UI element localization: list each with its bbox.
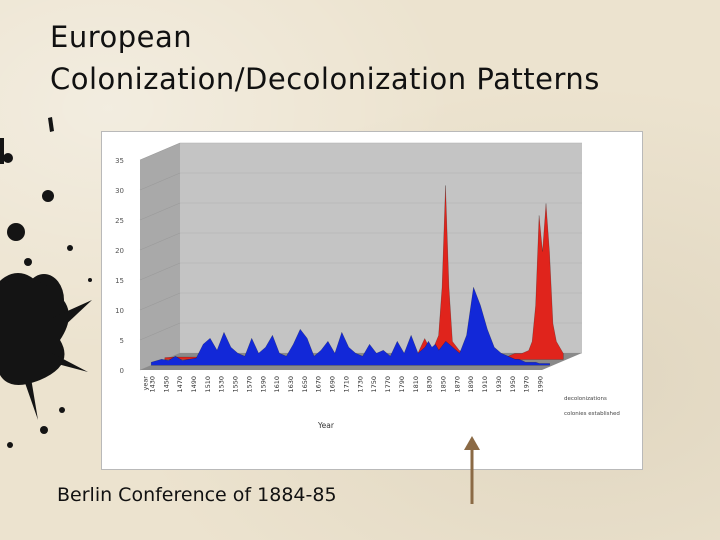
x-tick-label: year: [141, 376, 149, 391]
chart-back-wall: [180, 143, 582, 353]
gridline-side: [139, 292, 181, 311]
x-tick-label: 1970: [523, 376, 531, 393]
gridline-side: [139, 142, 181, 161]
gridline-side: [139, 172, 181, 191]
x-tick-label: 1590: [259, 376, 267, 393]
x-tick-label: 1610: [273, 376, 281, 393]
arrow-up-icon: [464, 436, 480, 504]
x-tick-label: 1790: [398, 376, 406, 393]
x-tick-label: 1850: [440, 376, 448, 393]
y-tick-label: 10: [115, 307, 124, 315]
x-tick-label: 1690: [329, 376, 337, 393]
x-tick-label: 1830: [426, 376, 434, 393]
x-tick-label: 1750: [370, 376, 378, 393]
x-tick-label: 1930: [495, 376, 503, 393]
x-tick-label: 1650: [301, 376, 309, 393]
x-tick-label: 1890: [467, 376, 475, 393]
x-tick-label: 1470: [176, 376, 184, 393]
title-line-2: Colonization/Decolonization Patterns: [50, 62, 600, 96]
y-tick-label: 0: [120, 367, 124, 375]
slide-title: European Colonization/Decolonization Pat…: [50, 16, 690, 100]
x-tick-label: 1730: [356, 376, 364, 393]
x-tick-label: 1630: [287, 376, 295, 393]
x-tick-label: 1530: [218, 376, 226, 393]
chart-frame: 0 5 10 15 20 25 30 35 year 1430 1450 1470 1490 1510 15…: [101, 131, 643, 470]
y-tick-label: 20: [115, 247, 124, 255]
y-tick-label: 35: [115, 157, 124, 165]
y-tick-label: 15: [115, 277, 124, 285]
legend-decolonizations: decolonizations: [564, 396, 607, 402]
x-tick-label: 1870: [453, 376, 461, 393]
x-tick-label: 1710: [342, 376, 350, 393]
gridline-side: [139, 202, 181, 221]
series-area-colonies-established: [150, 286, 550, 366]
title-line-1: European: [50, 20, 193, 54]
caption-berlin-conference: Berlin Conference of 1884-85: [57, 484, 337, 506]
gridline-side: [139, 232, 181, 251]
x-tick-label: 1670: [315, 376, 323, 393]
legend-colonies-established: colonies established: [564, 411, 620, 417]
x-tick-label: 1770: [384, 376, 392, 393]
x-tick-label: 1450: [162, 376, 170, 393]
x-tick-label: 1570: [245, 376, 253, 393]
x-tick-label: 1430: [148, 376, 156, 393]
x-tick-label: 1490: [190, 376, 198, 393]
x-axis-label: Year: [317, 421, 335, 430]
x-tick-label: 1990: [537, 376, 545, 393]
y-tick-label: 30: [115, 187, 124, 195]
x-tick-label: 1550: [232, 376, 240, 393]
x-tick-label: 1950: [509, 376, 517, 393]
gridline-side: [139, 262, 181, 281]
chart-side-wall: [140, 143, 180, 370]
x-tick-label: 1510: [204, 376, 212, 393]
y-tick-label: 5: [120, 337, 124, 345]
x-tick-label: 1910: [481, 376, 489, 393]
y-tick-label: 25: [115, 217, 124, 225]
x-tick-label: 1810: [412, 376, 420, 393]
gridline-side: [139, 322, 181, 341]
